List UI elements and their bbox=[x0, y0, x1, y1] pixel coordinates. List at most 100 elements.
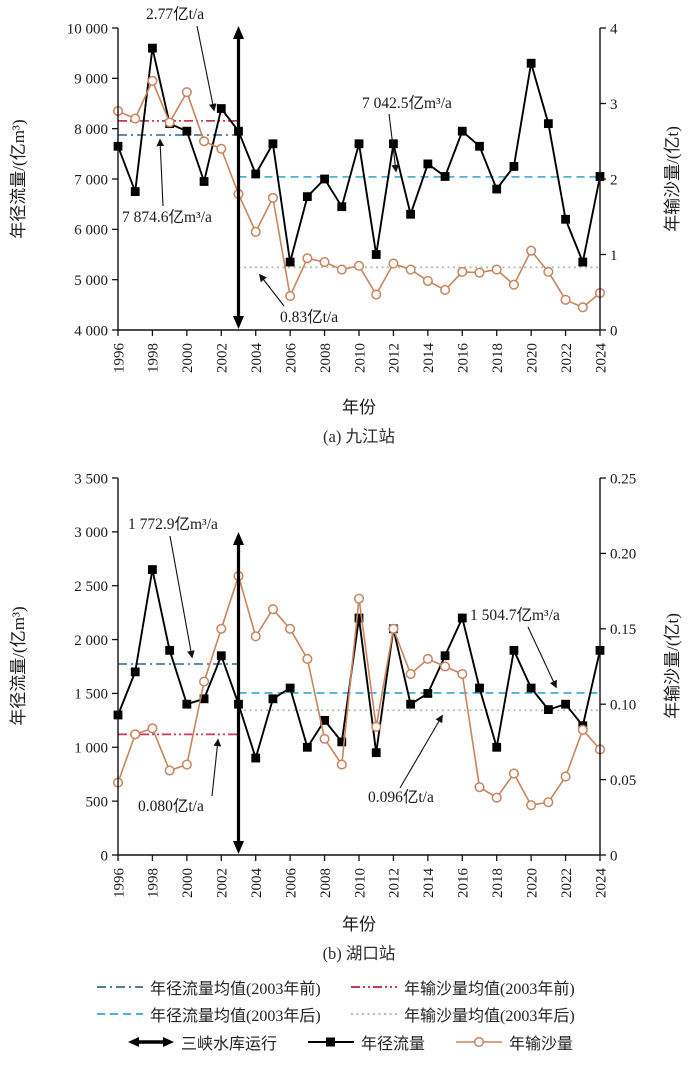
runoff-square-marker bbox=[543, 705, 553, 714]
sediment-circle-marker bbox=[267, 604, 278, 615]
chart-b-plot: 0 500 1 000 1 500 2 000 2 500 3 000 3 500 0 0.05 0… bbox=[74, 471, 636, 898]
legend-item: 年输沙量均值(2003年后) bbox=[350, 1002, 604, 1026]
sediment-circle-marker bbox=[319, 257, 330, 268]
y-tick-label-right: 0.20 bbox=[610, 547, 636, 563]
x-tick-label: 1996 bbox=[111, 343, 127, 374]
runoff-square-marker bbox=[216, 104, 226, 113]
legend-item: 三峡水库运行 bbox=[127, 1030, 277, 1054]
dashdot-line-icon bbox=[97, 986, 143, 988]
annotation-label: 1 504.7亿m³/a bbox=[470, 606, 560, 624]
annotation-label: 0.83亿t/a bbox=[280, 308, 338, 326]
y-tick-label-left: 1 000 bbox=[74, 741, 108, 757]
y-tick-label-left: 3 000 bbox=[74, 525, 108, 541]
runoff-square-marker bbox=[475, 683, 484, 693]
x-tick-label: 1998 bbox=[146, 868, 162, 898]
sediment-circle-marker bbox=[130, 113, 141, 124]
runoff-square-marker bbox=[216, 651, 226, 661]
y-tick-label-left: 2 500 bbox=[74, 579, 108, 595]
sediment-circle-marker bbox=[440, 284, 451, 296]
chart-a: 4 000 5 000 6 000 7 000 8 000 9 000 10 000 0 1 2 3… bbox=[9, 5, 682, 446]
chart-a-ylabel-right: 年输沙量/(亿t) bbox=[663, 126, 682, 232]
x-tick-label: 2012 bbox=[387, 343, 403, 373]
sediment-circle-marker bbox=[319, 733, 330, 744]
y-tick-label-right: 3 bbox=[610, 97, 618, 113]
x-tick-label: 2002 bbox=[215, 343, 231, 373]
sediment-circle-marker bbox=[440, 661, 451, 672]
runoff-square-marker bbox=[320, 174, 329, 184]
sediment-circle-marker bbox=[267, 192, 278, 203]
sediment-circle-marker bbox=[199, 136, 210, 147]
sediment-circle-marker bbox=[199, 676, 210, 687]
chart-a-ylabel-left: 年径流量/(亿m³) bbox=[9, 119, 28, 238]
sediment-circle-marker bbox=[508, 768, 519, 779]
runoff-square-marker bbox=[302, 192, 312, 202]
annotation-arrow bbox=[169, 535, 195, 659]
x-tick-label: 2024 bbox=[593, 343, 609, 374]
runoff-square-marker bbox=[406, 209, 416, 219]
sediment-circle-marker bbox=[526, 800, 537, 811]
x-tick-label: 2006 bbox=[283, 868, 299, 899]
x-tick-label: 2020 bbox=[524, 868, 540, 898]
x-tick-label: 2000 bbox=[180, 343, 196, 373]
annotation-arrow bbox=[211, 738, 222, 797]
y-tick-label-left: 3 500 bbox=[74, 471, 108, 487]
sediment-circle-marker bbox=[560, 294, 571, 305]
sediment-circle-marker bbox=[147, 723, 158, 734]
sediment-circle-marker bbox=[336, 264, 347, 275]
chart-a-plot: 4 000 5 000 6 000 7 000 8 000 9 000 10 000 0 1 2 3… bbox=[67, 5, 618, 373]
runoff-square-marker bbox=[389, 139, 398, 149]
x-tick-label: 2016 bbox=[456, 868, 472, 899]
legend-label: 年输沙量均值(2003年前) bbox=[404, 981, 575, 998]
runoff-square-marker bbox=[285, 683, 295, 693]
sediment-circle-marker bbox=[302, 653, 313, 665]
annotation-label: 7 042.5亿m³/a bbox=[362, 94, 452, 112]
sediment-circle-marker bbox=[353, 260, 365, 271]
chart-b-xlabel: 年份 bbox=[342, 915, 376, 934]
annotation-label: 0.096亿t/a bbox=[368, 788, 434, 806]
y-tick-label-left: 500 bbox=[86, 794, 109, 810]
x-tick-label: 2010 bbox=[352, 343, 368, 373]
runoff-square-marker bbox=[285, 257, 295, 267]
runoff-square-marker bbox=[182, 699, 192, 709]
y-tick-label-right: 0.05 bbox=[610, 773, 636, 789]
x-tick-label: 2018 bbox=[490, 868, 506, 898]
runoff-square-marker bbox=[130, 667, 140, 677]
sediment-circle-marker bbox=[302, 253, 313, 264]
x-tick-label: 2012 bbox=[387, 868, 403, 898]
annotation-label: 2.77亿t/a bbox=[146, 5, 204, 23]
legend: 年径流量均值(2003年前) 年输沙量均值(2003年前) 年径流量均值(2003年… bbox=[0, 965, 700, 1054]
runoff-square-marker bbox=[457, 126, 467, 136]
legend-item: 年径流量 bbox=[307, 1030, 425, 1054]
arrow-up-icon bbox=[233, 26, 244, 39]
x-tick-label: 2014 bbox=[421, 343, 437, 374]
sediment-circle-marker bbox=[371, 721, 382, 732]
annotation-arrow bbox=[399, 714, 443, 789]
y-tick-label-left: 5 000 bbox=[74, 273, 108, 289]
annotation-label: 0.080亿t/a bbox=[138, 797, 204, 815]
legend-label: 年径流量 bbox=[360, 1036, 425, 1053]
x-tick-label: 2022 bbox=[559, 868, 575, 898]
legend-row: 年径流量均值(2003年前) 年输沙量均值(2003年前) bbox=[0, 975, 700, 999]
runoff-square-marker bbox=[509, 162, 519, 171]
x-tick-label: 2004 bbox=[249, 343, 265, 374]
sediment-circle-marker bbox=[164, 117, 175, 128]
y-tick-label-right: 0.15 bbox=[610, 622, 636, 638]
runoff-line-icon bbox=[307, 1037, 354, 1047]
runoff-square-marker bbox=[492, 742, 502, 752]
y-tick-label-right: 0 bbox=[610, 323, 618, 339]
sediment-circle-marker bbox=[130, 729, 141, 740]
dashed-line-icon bbox=[97, 1013, 143, 1015]
y-tick-label-right: 2 bbox=[610, 172, 618, 188]
sediment-circle-marker bbox=[422, 275, 433, 286]
x-tick-label: 1998 bbox=[146, 343, 162, 373]
legend-label: 年径流量均值(2003年后) bbox=[150, 1008, 321, 1025]
arrow-right-icon bbox=[162, 1037, 174, 1047]
runoff-square-marker bbox=[251, 753, 261, 763]
sediment-circle-marker bbox=[181, 87, 192, 98]
x-tick-label: 2022 bbox=[559, 343, 575, 373]
chart-a-caption: (a) 九江站 bbox=[323, 427, 395, 446]
arrow-left-icon bbox=[127, 1037, 139, 1047]
y-tick-label-left: 10 000 bbox=[67, 21, 108, 37]
runoff-square-marker bbox=[578, 257, 588, 267]
x-tick-label: 2024 bbox=[593, 868, 609, 899]
